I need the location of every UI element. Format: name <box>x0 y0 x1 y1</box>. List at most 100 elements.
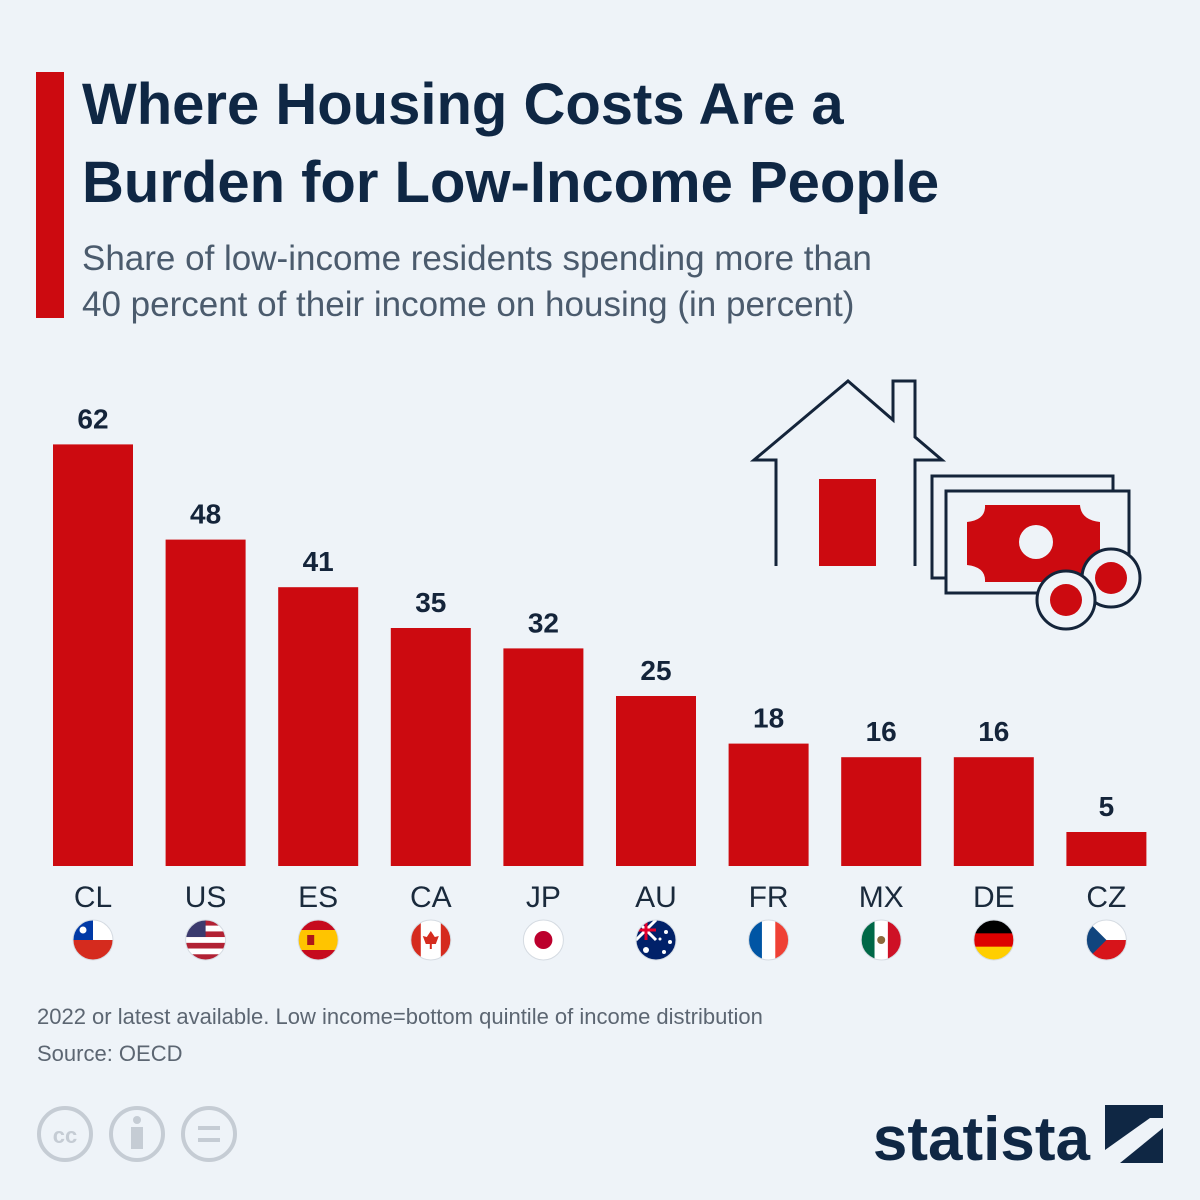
flag-part <box>1086 920 1107 960</box>
x-tick-label: US <box>185 881 227 914</box>
flag-part <box>643 947 649 953</box>
bar <box>390 628 471 866</box>
value-label: 18 <box>753 703 784 734</box>
flag-part <box>658 937 662 941</box>
flag-rim <box>1085 919 1127 961</box>
flag-part <box>861 920 876 960</box>
flag-part <box>973 933 1014 948</box>
flag <box>748 920 789 960</box>
x-tick-label: AU <box>635 881 677 914</box>
title-accent <box>36 72 64 318</box>
bar <box>503 648 584 866</box>
nd-icon <box>181 1106 237 1162</box>
flag-rim <box>410 919 452 961</box>
bar <box>841 757 922 866</box>
x-tick-label: FR <box>749 881 789 914</box>
x-tick-label: CA <box>410 881 452 914</box>
value-label: 35 <box>415 587 446 618</box>
flag <box>73 920 113 960</box>
flag-rim <box>522 919 564 961</box>
by-icon-body <box>131 1127 143 1149</box>
flag-part <box>973 920 1014 934</box>
value-label: 25 <box>640 655 671 686</box>
by-icon-head <box>133 1116 141 1124</box>
flag <box>410 920 451 960</box>
flag-part <box>877 936 886 944</box>
value-label: 16 <box>866 716 897 747</box>
chart-subtitle: 40 percent of their income on housing (i… <box>82 285 854 324</box>
brand-logo <box>1105 1105 1163 1163</box>
flag-part <box>748 920 763 960</box>
note: 2022 or latest available. Low income=bot… <box>37 1004 763 1029</box>
source: Source: OECD <box>37 1041 183 1066</box>
flag <box>298 920 339 960</box>
flag-part <box>662 950 666 954</box>
x-tick-label: ES <box>298 881 338 914</box>
brand-logo-swoosh <box>1105 1118 1163 1163</box>
flag-rim <box>748 919 790 961</box>
banknote-circle <box>1019 525 1053 559</box>
flag <box>861 920 902 960</box>
bar <box>278 587 359 866</box>
flag-part <box>668 940 672 944</box>
flag-rim <box>72 919 114 961</box>
flag-part <box>185 937 226 943</box>
flag-part <box>79 926 87 934</box>
flag-part <box>664 930 668 934</box>
flag-part <box>185 954 226 960</box>
flag-part <box>534 931 553 949</box>
flag-part <box>73 940 113 960</box>
x-tick-label: CZ <box>1086 881 1126 914</box>
flag-part <box>973 946 1014 960</box>
flag-part <box>298 930 339 950</box>
x-tick-label: DE <box>973 881 1015 914</box>
flag-part <box>887 920 902 960</box>
bar <box>616 696 696 866</box>
bar <box>953 757 1034 866</box>
flag-part <box>422 931 439 949</box>
bar <box>165 539 246 866</box>
value-label: 48 <box>190 499 221 530</box>
x-tick-label: JP <box>526 881 561 914</box>
flag-rim <box>973 919 1015 961</box>
x-tick-label: CL <box>74 881 112 914</box>
brand: statista <box>873 1105 1091 1174</box>
bar <box>53 444 133 866</box>
flag <box>523 920 564 960</box>
by-icon <box>109 1106 165 1162</box>
flag-part <box>636 920 656 940</box>
flag-rim <box>860 919 902 961</box>
value-label: 5 <box>1099 791 1115 822</box>
flag-rim <box>635 919 677 961</box>
flag-part <box>185 948 226 955</box>
chart-title: Burden for Low-Income People <box>82 150 939 215</box>
license-icons: cc <box>37 1106 237 1162</box>
bar <box>1066 832 1147 866</box>
flag-rim <box>297 919 339 961</box>
flag-part <box>185 942 226 949</box>
value-label: 62 <box>77 403 108 434</box>
house-icon <box>749 379 1142 631</box>
value-label: 32 <box>528 607 559 638</box>
house-outline <box>749 379 947 566</box>
flag-part <box>761 920 776 960</box>
coin-center <box>1095 562 1127 594</box>
chart-title: Where Housing Costs Are a <box>82 72 844 137</box>
flag <box>636 920 676 960</box>
cc-icon <box>37 1106 93 1162</box>
flag <box>1086 920 1127 960</box>
value-label: 16 <box>978 716 1009 747</box>
house-door <box>819 479 876 566</box>
coin-center <box>1050 584 1082 616</box>
x-tick-label: MX <box>859 881 904 914</box>
flag-part <box>307 935 315 945</box>
cc-icon-glyph: cc <box>53 1123 77 1148</box>
chart-subtitle: Share of low-income residents spending m… <box>82 239 872 278</box>
value-label: 41 <box>303 546 334 577</box>
flag-rim <box>185 919 227 961</box>
bar <box>728 743 809 866</box>
flag <box>973 920 1014 960</box>
flag-part <box>775 920 789 960</box>
